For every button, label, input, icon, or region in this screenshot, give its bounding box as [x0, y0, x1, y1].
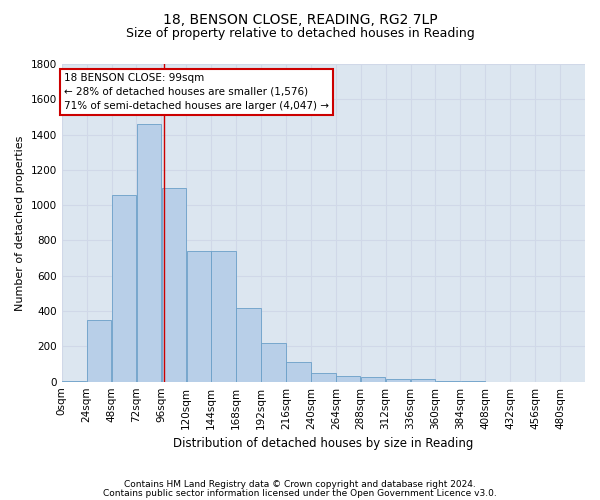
Text: 18, BENSON CLOSE, READING, RG2 7LP: 18, BENSON CLOSE, READING, RG2 7LP — [163, 12, 437, 26]
Text: Contains HM Land Registry data © Crown copyright and database right 2024.: Contains HM Land Registry data © Crown c… — [124, 480, 476, 489]
Y-axis label: Number of detached properties: Number of detached properties — [15, 135, 25, 310]
Bar — [112, 194, 136, 382]
Bar — [211, 251, 236, 382]
Bar — [286, 362, 311, 382]
Bar — [62, 381, 86, 382]
Text: Size of property relative to detached houses in Reading: Size of property relative to detached ho… — [125, 28, 475, 40]
Bar — [386, 378, 410, 382]
Bar — [336, 376, 361, 382]
Bar — [87, 320, 111, 382]
Bar — [187, 251, 211, 382]
Bar — [236, 308, 261, 382]
X-axis label: Distribution of detached houses by size in Reading: Distribution of detached houses by size … — [173, 437, 473, 450]
Bar — [436, 381, 460, 382]
Bar — [361, 378, 385, 382]
Text: 18 BENSON CLOSE: 99sqm
← 28% of detached houses are smaller (1,576)
71% of semi-: 18 BENSON CLOSE: 99sqm ← 28% of detached… — [64, 73, 329, 111]
Bar — [261, 343, 286, 382]
Bar — [161, 188, 186, 382]
Text: Contains public sector information licensed under the Open Government Licence v3: Contains public sector information licen… — [103, 488, 497, 498]
Bar — [411, 379, 435, 382]
Bar — [137, 124, 161, 382]
Bar — [311, 373, 335, 382]
